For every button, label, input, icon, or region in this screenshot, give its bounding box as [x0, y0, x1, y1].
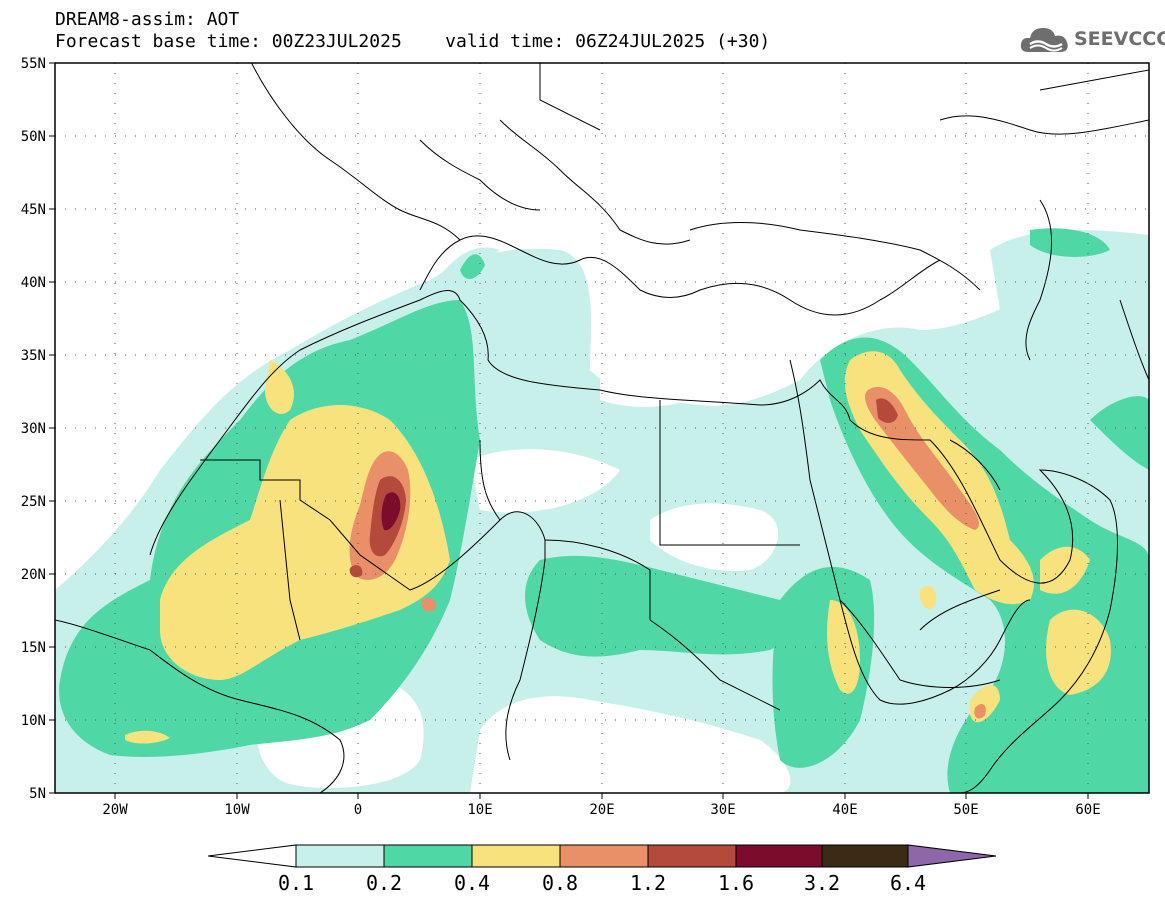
base-time: Forecast base time: 00Z23JUL2025 [55, 31, 402, 52]
colorbar-swatch [735, 844, 823, 868]
axis-ticks [49, 62, 1089, 799]
lat-label: 25N [21, 494, 46, 510]
colorbar [207, 844, 997, 868]
colorbar-label: 3.2 [804, 871, 840, 895]
colorbar-label: 0.8 [542, 871, 578, 895]
lon-label: 60E [1075, 802, 1100, 818]
colorbar-high-arrow [907, 844, 997, 868]
colorbar-label: 1.6 [718, 871, 754, 895]
logo-text: SEEVCCC [1074, 28, 1165, 50]
lon-label: 10E [467, 802, 492, 818]
colorbar-labels: 0.1 0.2 0.4 0.8 1.2 1.6 3.2 6.4 [278, 871, 926, 895]
lon-label: 20E [589, 802, 614, 818]
time-info: Forecast base time: 00Z23JUL2025 valid t… [55, 32, 770, 52]
lon-label: 30E [710, 802, 735, 818]
seevccc-logo: SEEVCCC [1018, 22, 1165, 58]
lon-label: 40E [832, 802, 857, 818]
longitude-labels: 20W 10W 0 10E 20E 30E 40E 50E 60E [102, 802, 1100, 818]
colorbar-swatch [559, 844, 649, 868]
aot-level-1.6 [381, 492, 401, 531]
lon-label: 20W [102, 802, 128, 818]
colorbar-swatch [821, 844, 909, 868]
colorbar-low-arrow [207, 844, 297, 868]
valid-time: valid time: 06Z24JUL2025 (+30) [445, 31, 771, 52]
product-title: DREAM8-assim: AOT [55, 9, 240, 30]
colorbar-swatch [383, 844, 473, 868]
colorbar-swatch [647, 844, 737, 868]
lon-label: 0 [354, 802, 362, 818]
lat-label: 40N [21, 275, 46, 291]
lon-label: 50E [953, 802, 978, 818]
lat-label: 20N [21, 567, 46, 583]
coastlines [55, 63, 1149, 793]
cloud-icon [1020, 28, 1068, 52]
lat-label: 30N [21, 421, 46, 437]
colorbar-swatch [471, 844, 561, 868]
lat-label: 45N [21, 202, 46, 218]
lat-label: 55N [21, 56, 46, 72]
lat-label: 5N [29, 786, 46, 802]
latitude-labels: 55N 50N 45N 40N 35N 30N 25N 20N 15N 10N … [21, 56, 46, 802]
colorbar-label: 0.4 [454, 871, 490, 895]
lat-label: 10N [21, 713, 46, 729]
colorbar-label: 0.1 [278, 871, 314, 895]
colorbar-label: 0.2 [366, 871, 402, 895]
colorbar-swatch [295, 844, 385, 868]
lat-label: 15N [21, 640, 46, 656]
colorbar-label: 6.4 [890, 871, 926, 895]
lat-label: 35N [21, 348, 46, 364]
lon-label: 10W [224, 802, 250, 818]
lat-label: 50N [21, 129, 46, 145]
colorbar-label: 1.2 [630, 871, 666, 895]
aot-field [55, 228, 1149, 793]
